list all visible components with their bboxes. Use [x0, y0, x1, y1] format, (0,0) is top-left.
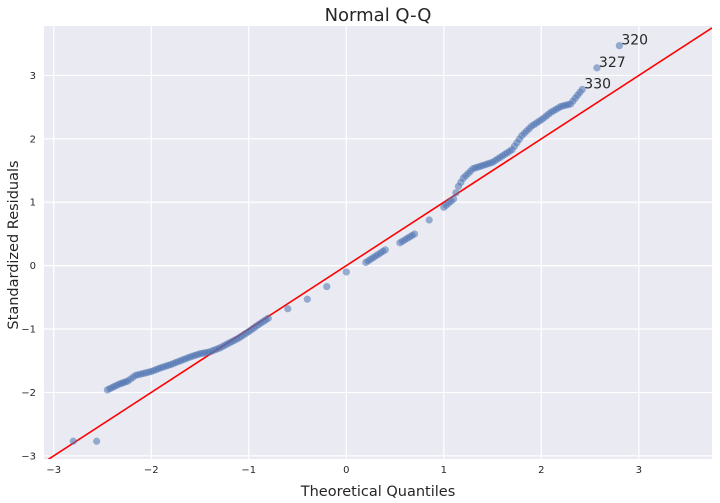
data-point: [303, 295, 311, 303]
data-points: [69, 42, 623, 445]
chart-title: Normal Q-Q: [325, 5, 432, 26]
x-tick-label: −2: [144, 465, 159, 476]
point-annotation: 330: [584, 76, 611, 92]
reference-line-layer: [47, 27, 712, 459]
x-tick-label: 0: [343, 465, 349, 476]
y-tick-label: 1: [30, 198, 36, 209]
x-tick-label: −3: [46, 465, 61, 476]
data-point: [425, 216, 433, 224]
y-tick-label: 0: [30, 261, 36, 272]
y-tick-labels: −3 −2 −1 0 1 2 3: [21, 71, 36, 462]
data-point: [342, 268, 350, 276]
plot-area: [44, 26, 712, 459]
x-tick-labels: −3 −2 −1 0 1 2 3: [46, 465, 642, 476]
data-point: [410, 230, 419, 238]
point-annotation: 327: [599, 55, 626, 71]
x-tick-label: 1: [441, 465, 447, 476]
data-point: [93, 437, 101, 445]
y-tick-label: −3: [21, 451, 36, 462]
point-annotations: 320 327 330: [584, 33, 648, 93]
data-point: [578, 85, 586, 93]
point-annotation: 320: [621, 33, 648, 49]
y-tick-label: 3: [30, 71, 36, 82]
data-point: [593, 64, 601, 72]
x-tick-label: −1: [241, 465, 256, 476]
data-point: [323, 282, 331, 291]
grid: [44, 26, 712, 459]
x-tick-label: 2: [538, 465, 544, 476]
data-point: [264, 314, 272, 322]
data-point: [69, 437, 77, 445]
data-point: [615, 42, 623, 50]
data-point: [381, 246, 389, 254]
data-point: [449, 195, 458, 203]
y-tick-label: −1: [21, 325, 36, 336]
x-tick-label: 3: [636, 465, 642, 476]
x-axis-label: Theoretical Quantiles: [300, 484, 456, 500]
y-tick-label: 2: [30, 134, 36, 145]
y-tick-label: −2: [21, 388, 36, 399]
data-point: [284, 305, 292, 313]
data-point: [452, 189, 460, 197]
y-axis-label: Standardized Residuals: [6, 160, 22, 329]
reference-line: [47, 27, 712, 459]
